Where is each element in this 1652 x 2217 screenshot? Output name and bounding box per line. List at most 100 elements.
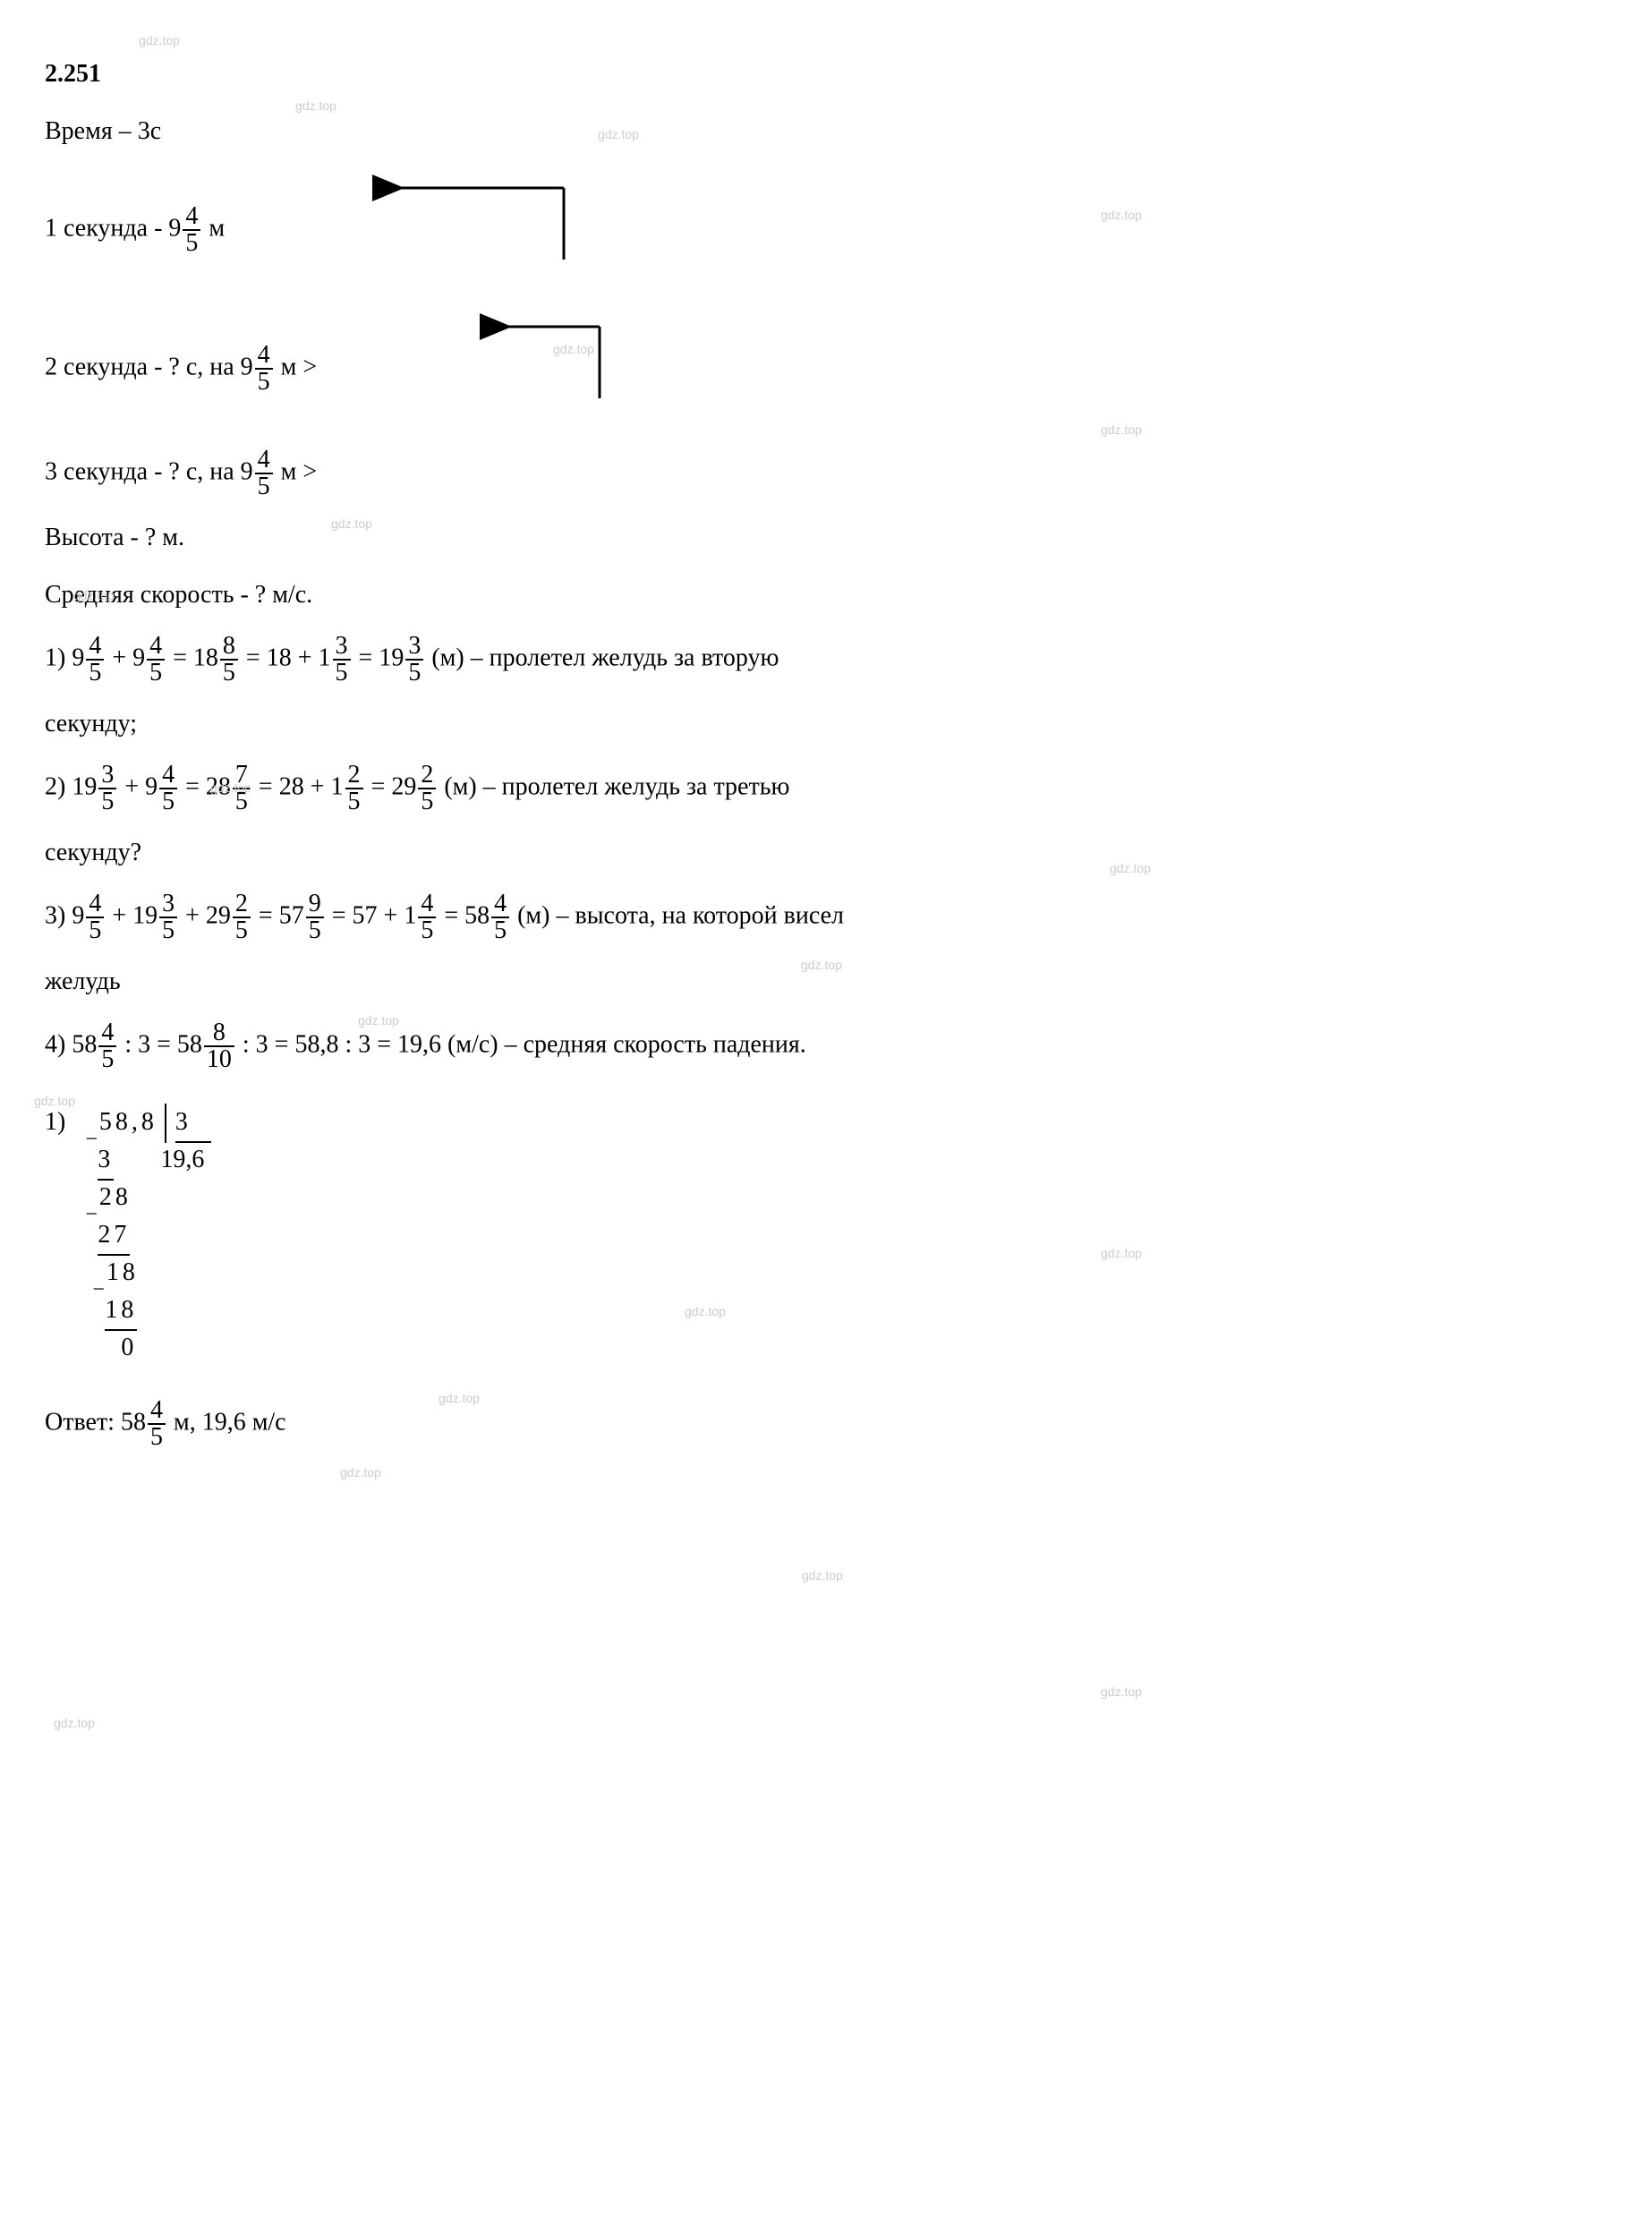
s1-b-whole: 9	[132, 644, 145, 671]
frac-num: 2	[418, 763, 436, 789]
frac-num: 2	[233, 891, 251, 918]
arrow-1	[385, 170, 582, 289]
eq: =	[438, 901, 464, 929]
div-row-val: 0	[121, 1329, 133, 1367]
plus: +	[106, 644, 132, 671]
frac-num: 9	[306, 891, 324, 918]
frac-den: 5	[306, 918, 324, 943]
given-speed: Средняя скорость - ? м/с.	[45, 576, 1607, 614]
eq: = 28 +	[252, 772, 331, 800]
frac-num: 4	[491, 891, 509, 918]
watermark: gdz.top	[802, 1566, 843, 1585]
watermark: gdz.top	[139, 31, 180, 50]
s2-b-whole: 9	[145, 772, 158, 800]
frac-den: 5	[86, 918, 104, 943]
given-height: Высота - ? м.	[45, 519, 1607, 557]
frac-den: 5	[159, 789, 177, 814]
s2-c-whole: 28	[206, 772, 231, 800]
step3-prefix: 3)	[45, 901, 72, 929]
answer-prefix: Ответ:	[45, 1408, 121, 1436]
long-division: 1) − 58,8 3 3 19,6 − 28 27 − 18	[45, 1104, 1607, 1367]
step4-rest: : 3 = 58,8 : 3 = 19,6 (м/с) – средняя ск…	[236, 1030, 806, 1058]
eq: =	[252, 901, 279, 929]
frac-num: 4	[98, 1020, 116, 1047]
frac-num: 3	[159, 891, 177, 918]
watermark: gdz.top	[54, 1714, 95, 1733]
s1-c-whole: 18	[193, 644, 218, 671]
s1-a-whole: 9	[72, 644, 84, 671]
frac-num: 4	[255, 343, 273, 370]
s3-d-whole: 57	[279, 901, 304, 929]
frac-num: 2	[345, 763, 363, 789]
plus: +	[106, 901, 132, 929]
frac-num: 4	[86, 891, 104, 918]
eq: = 18 +	[240, 644, 319, 671]
s2-a-whole: 19	[72, 772, 97, 800]
frac-num: 3	[98, 763, 116, 789]
given-sec3-unit: м >	[275, 457, 318, 485]
div-row-val: 18	[106, 1254, 139, 1292]
frac-den: 5	[255, 370, 273, 395]
step2-suffix: (м) – пролетел желудь за третью	[438, 772, 789, 800]
quotient: 19,6	[160, 1141, 204, 1179]
frac-num: 4	[159, 763, 177, 789]
given-sec2-prefix: 2 секунда - ? с, на	[45, 353, 241, 380]
div-row-val: 3	[98, 1141, 114, 1181]
frac-den: 5	[183, 231, 200, 256]
frac-num: 3	[333, 634, 351, 661]
step4: 4) 5845 : 3 = 58810 : 3 = 58,8 : 3 = 19,…	[45, 1020, 1607, 1072]
given-sec1: 1 секунда - 945 м	[45, 170, 1607, 289]
given-sec2-unit: м >	[275, 353, 318, 380]
frac-num: 4	[148, 1398, 166, 1425]
dividend: 58,8	[99, 1104, 158, 1141]
problem-number: 2.251	[45, 55, 1607, 93]
frac-den: 5	[98, 789, 116, 814]
step2: 2) 1935 + 945 = 2875 = 28 + 125 = 2925 (…	[45, 763, 1607, 814]
minus-icon: −	[92, 1274, 105, 1306]
step1-suffix2: секунду;	[45, 705, 1607, 743]
s3-b-whole: 19	[132, 901, 158, 929]
frac-den: 5	[405, 661, 423, 686]
step2-suffix2: секунду?	[45, 834, 1607, 872]
frac-den: 5	[233, 789, 251, 814]
given-sec1-whole: 9	[168, 214, 181, 242]
frac-den: 5	[147, 661, 165, 686]
step1-suffix: (м) – пролетел желудь за вторую	[425, 644, 779, 671]
frac-num: 4	[418, 891, 436, 918]
minus-icon: −	[85, 1198, 98, 1231]
frac-den: 5	[333, 661, 351, 686]
frac-num: 4	[183, 204, 200, 231]
s3-f-whole: 58	[464, 901, 490, 929]
frac-num: 4	[86, 634, 104, 661]
div-row-val: 27	[98, 1216, 130, 1256]
frac-num: 8	[204, 1020, 234, 1047]
frac-den: 5	[159, 918, 177, 943]
eq: =	[353, 644, 379, 671]
frac-num: 3	[405, 634, 423, 661]
plus: +	[118, 772, 145, 800]
frac-num: 4	[255, 448, 273, 474]
frac-den: 5	[491, 918, 509, 943]
eq: =	[166, 644, 193, 671]
s2-e-whole: 29	[391, 772, 416, 800]
given-sec3: 3 секунда - ? с, на 945 м >	[45, 448, 1607, 499]
frac-den: 5	[418, 789, 436, 814]
s2-d-whole: 1	[331, 772, 344, 800]
answer: Ответ: 5845 м, 19,6 м/с	[45, 1398, 1607, 1450]
minus-icon: −	[85, 1123, 98, 1155]
step1: 1) 945 + 945 = 1885 = 18 + 135 = 1935 (м…	[45, 634, 1607, 686]
step3-suffix: (м) – высота, на которой висел	[511, 901, 844, 929]
frac-den: 5	[418, 918, 436, 943]
s4-a-whole: 58	[72, 1030, 97, 1058]
eq: = 57 +	[326, 901, 404, 929]
frac-den: 5	[86, 661, 104, 686]
div: : 3 =	[118, 1030, 177, 1058]
step1-prefix: 1)	[45, 644, 72, 671]
s3-a-whole: 9	[72, 901, 84, 929]
given-time: Время – 3с	[45, 113, 1607, 150]
frac-den: 5	[98, 1047, 116, 1072]
frac-den: 5	[148, 1425, 166, 1450]
div-row-val: 28	[99, 1179, 132, 1216]
step3: 3) 945 + 1935 + 2925 = 5795 = 57 + 145 =…	[45, 891, 1607, 943]
frac-den: 5	[345, 789, 363, 814]
